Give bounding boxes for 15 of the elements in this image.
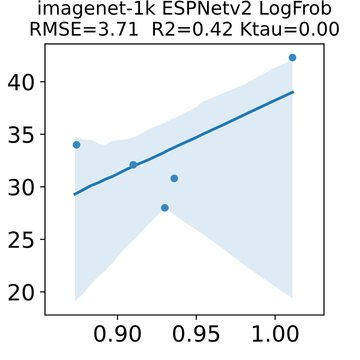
y-tick-label: 40: [8, 74, 34, 91]
x-tick-label: 0.95: [173, 325, 220, 342]
chart-title: imagenet-1k ESPNetv2 LogFrob RMSE=3.71 R2=0.42 Ktau=0.00: [30, 0, 339, 36]
y-tick-label: 35: [8, 126, 34, 144]
point: [129, 160, 138, 169]
point: [72, 140, 80, 149]
x-tick-label: 1.00: [252, 325, 298, 342]
point: [160, 204, 169, 212]
line-series: [74, 90, 294, 196]
point: [170, 174, 178, 182]
point: [288, 54, 296, 62]
x-tick-label: 0.90: [94, 325, 141, 342]
y-tick-label: 30: [8, 178, 34, 196]
y-tick-label: 25: [8, 231, 34, 248]
y-tick-label: 20: [8, 284, 34, 301]
